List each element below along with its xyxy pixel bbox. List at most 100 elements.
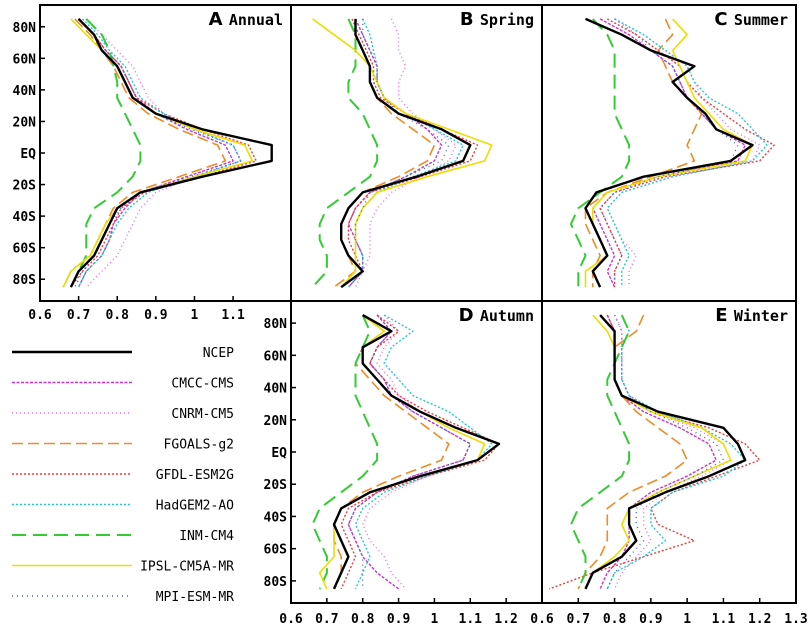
series-line-A-hadgem2-ao — [77, 18, 242, 288]
x-tick-label: 1.1 — [221, 308, 245, 323]
panel-frame-C — [541, 4, 797, 302]
legend-item-hadgem2-ao: HadGEM2-AO — [12, 499, 234, 514]
x-tick-label: 1.1 — [459, 612, 483, 627]
y-tick-label: 80S — [264, 575, 288, 590]
x-tick-label: 0.7 — [567, 612, 590, 627]
series-line-D-cnrm-cm5 — [362, 314, 486, 590]
panel-series-D — [311, 314, 501, 590]
x-tick-label: 0.9 — [144, 308, 167, 323]
legend-item-mpi-esm-mr: MPI-ESM-MR — [12, 590, 234, 605]
series-line-A-ipsl-cm5a-mr — [62, 18, 254, 288]
legend-label: FGOALS-g2 — [164, 438, 234, 453]
legend-label: INM-CM4 — [179, 529, 234, 544]
y-tick-label: 60N — [264, 349, 288, 364]
panel-frame-A — [39, 4, 292, 302]
panel-series-A — [62, 18, 273, 288]
series-line-E-ipsl-cm5a-mr — [584, 314, 732, 590]
series-line-D-inm-cm4 — [311, 314, 379, 590]
series-line-A-mpi-esm-mr — [74, 18, 242, 288]
legend-label: IPSL-CM5A-MR — [140, 560, 234, 575]
series-line-B-ipsl-cm5a-mr — [312, 18, 493, 288]
x-tick-label: 0.6 — [530, 612, 554, 627]
y-tick-label: 60N — [13, 52, 37, 67]
panel-title-B: B Spring — [460, 9, 534, 30]
series-line-B-inm-cm4 — [311, 18, 379, 288]
titles-layer: A Annual B Spring C Summer D Autumn E Winter — [209, 9, 788, 326]
y-tick-label: EQ — [271, 446, 287, 461]
series-line-C-ncep — [584, 17, 754, 288]
y-tick-label: 20N — [264, 414, 288, 429]
series-line-C-gfdl-esm2g — [599, 18, 775, 288]
panel-series-E — [549, 314, 761, 590]
legend-item-ncep: NCEP — [12, 346, 234, 361]
x-tick-label: 1.3 — [784, 612, 807, 627]
panel-title-D: D Autumn — [459, 305, 534, 326]
panel-frame-B — [290, 4, 543, 302]
series-line-E-ncep — [584, 314, 747, 590]
x-tick-label: 0.7 — [67, 308, 90, 323]
legend-label: MPI-ESM-MR — [156, 590, 234, 605]
panel-season-E: Winter — [734, 307, 788, 325]
legend-label: CNRM-CM5 — [171, 407, 234, 422]
panel-letter-A: A — [209, 9, 229, 30]
panel-letter-E: E — [715, 305, 734, 326]
series-line-C-fgoals-g2 — [584, 18, 703, 288]
y-tick-label: 60S — [13, 242, 37, 257]
y-tick-label: 20S — [13, 179, 37, 194]
y-tick-label: 60S — [264, 543, 288, 558]
legend-item-cmcc-cms: CMCC-CMS — [12, 377, 234, 392]
legend-label: HadGEM2-AO — [156, 499, 234, 514]
y-tick-label: 20S — [264, 478, 288, 493]
y-tick-label: 40N — [264, 382, 288, 397]
series-line-D-gfdl-esm2g — [340, 314, 500, 590]
y-tick-label: 40S — [13, 210, 37, 225]
x-tick-label: 1 — [431, 612, 439, 627]
series-line-E-mpi-esm-mr — [606, 314, 725, 590]
y-tick-label: 80S — [13, 273, 37, 288]
panel-season-D: Autumn — [480, 307, 534, 325]
legend-label: GFDL-ESM2G — [156, 468, 234, 483]
series-line-E-hadgem2-ao — [606, 314, 746, 590]
x-tick-label: 0.9 — [639, 612, 662, 627]
x-tick-label: 1.1 — [712, 612, 736, 627]
y-tick-label: EQ — [20, 147, 36, 162]
series-line-A-inm-cm4 — [70, 18, 142, 288]
series-layer — [62, 17, 775, 590]
series-line-E-gfdl-esm2g — [549, 314, 761, 590]
series-line-B-ncep — [340, 18, 472, 289]
panel-letter-B: B — [460, 9, 480, 30]
x-tick-label: 0.8 — [105, 308, 129, 323]
panel-frames — [39, 4, 797, 604]
legend: NCEP CMCC-CMS CNRM-CM5 FGOALS-g2 GFDL-ESM2G H… — [12, 346, 234, 605]
series-line-D-hadgem2-ao — [354, 314, 493, 590]
series-line-A-fgoals-g2 — [62, 18, 227, 288]
series-line-C-hadgem2-ao — [606, 18, 768, 288]
series-line-D-fgoals-g2 — [333, 314, 450, 590]
y-tick-label: 20N — [13, 115, 37, 130]
y-tick-label: 80N — [264, 317, 288, 332]
panel-letter-C: C — [714, 9, 733, 30]
series-line-A-ncep — [69, 18, 273, 288]
panel-frame-D — [290, 300, 543, 604]
legend-label: NCEP — [203, 346, 234, 361]
legend-item-cnrm-cm5: CNRM-CM5 — [12, 407, 234, 422]
series-line-D-ncep — [332, 314, 501, 590]
panel-title-A: A Annual — [209, 9, 283, 30]
series-line-E-inm-cm4 — [570, 314, 631, 590]
x-tick-label: 0.7 — [315, 612, 338, 627]
legend-item-fgoals-g2: FGOALS-g2 — [12, 438, 234, 453]
panel-season-A: Annual — [229, 11, 283, 29]
x-tick-label: 0.9 — [387, 612, 410, 627]
panel-frame-E — [541, 300, 797, 604]
panel-series-C — [570, 17, 775, 288]
series-line-D-cmcc-cms — [347, 314, 471, 590]
legend-item-ipsl-cm5a-mr: IPSL-CM5A-MR — [12, 560, 234, 575]
series-line-C-cnrm-cm5 — [606, 18, 761, 288]
series-line-C-mpi-esm-mr — [599, 18, 739, 288]
x-tick-label: 0.6 — [28, 308, 52, 323]
x-tick-label: 1 — [683, 612, 691, 627]
y-tick-label: 40N — [13, 84, 37, 99]
series-line-B-cmcc-cms — [347, 18, 443, 288]
y-tick-label: 40S — [264, 510, 288, 525]
panel-title-E: E Winter — [715, 305, 788, 326]
